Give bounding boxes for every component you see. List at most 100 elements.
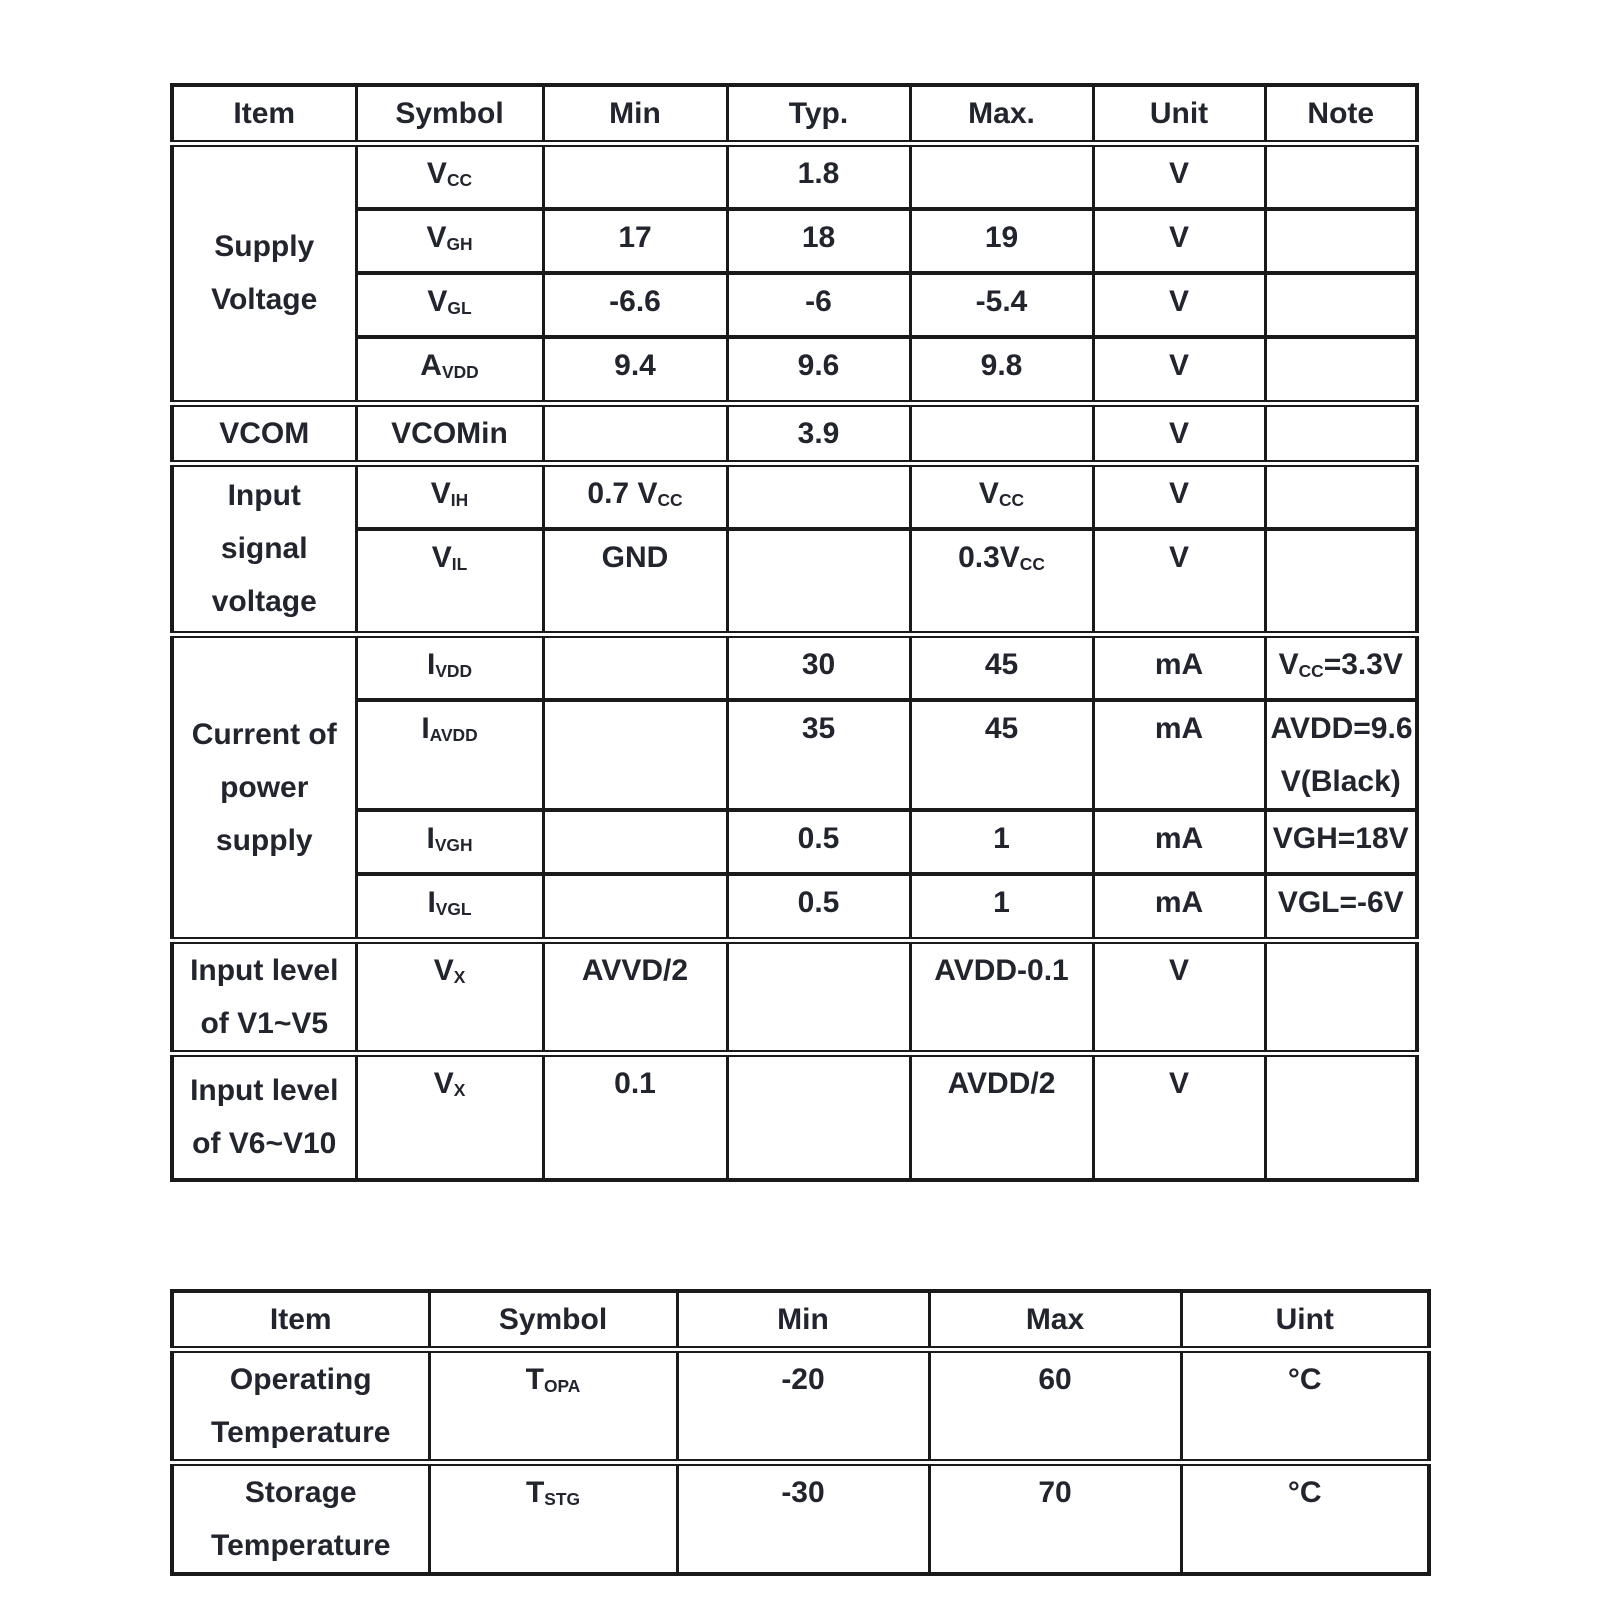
note-cell (1263, 140, 1419, 212)
note-cell (1263, 271, 1419, 340)
symbol-cell: TSTG (427, 1459, 679, 1576)
col-header-symbol: Symbol (427, 1289, 679, 1353)
unit-cell: V (1091, 207, 1267, 276)
min-cell: GND (541, 526, 729, 637)
spec-row-vil: VIL GND 0.3VCC V (172, 526, 1419, 637)
symbol-cell: IAVDD (354, 698, 545, 813)
max-cell: 45 (908, 631, 1095, 703)
min-cell (541, 872, 729, 942)
spec-row-vgl: VGL -6.6 -6 -5.4 V (172, 271, 1419, 340)
temp-row-operating: Operating Temperature TOPA -20 60 °C (170, 1346, 1431, 1465)
unit-cell: °C (1179, 1346, 1431, 1465)
note-cell (1263, 399, 1419, 465)
col-header-min: Min (675, 1289, 931, 1353)
max-cell: 70 (927, 1459, 1183, 1576)
item-cell-current-of-power-supply: Current of power supply (170, 631, 358, 943)
symbol-cell: VCOMin (354, 399, 545, 465)
unit-cell: V (1091, 526, 1267, 637)
spec-row-input-level-v6-v10: Input level of V6~V10 VX 0.1 AVDD/2 V (170, 1049, 1419, 1182)
typ-cell (725, 459, 912, 531)
unit-cell: V (1091, 335, 1267, 405)
symbol-cell: TOPA (427, 1346, 679, 1465)
unit-cell: V (1091, 459, 1267, 531)
note-cell: AVDD=9.6 V(Black) (1263, 698, 1419, 813)
typ-cell: 9.6 (725, 335, 912, 405)
unit-cell: V (1091, 140, 1267, 212)
unit-cell: °C (1179, 1459, 1431, 1576)
spec-row-ivgl: IVGL 0.5 1 mA VGL=-6V (172, 872, 1419, 942)
symbol-cell: IVGH (354, 808, 545, 877)
max-cell: 9.8 (908, 335, 1095, 405)
col-header-item: Item (170, 83, 358, 147)
max-cell: 1 (908, 808, 1095, 877)
spec-row-vih: Input signal voltage VIH 0.7 VCC VCC V (170, 459, 1419, 637)
symbol-cell: VCC (354, 140, 545, 212)
item-cell-supply-voltage: Supply Voltage (170, 140, 358, 405)
typ-cell: 18 (725, 207, 912, 276)
min-cell (541, 399, 729, 465)
min-cell (541, 698, 729, 813)
min-cell: 17 (541, 207, 729, 276)
min-cell: 9.4 (541, 335, 729, 405)
unit-cell: V (1091, 271, 1267, 340)
max-cell: VCC (908, 459, 1095, 531)
typ-cell: -6 (725, 271, 912, 340)
typ-cell: 1.8 (725, 140, 912, 212)
max-cell: -5.4 (908, 271, 1095, 340)
col-header-max: Max. (908, 83, 1095, 147)
temp-row-storage: Storage Temperature TSTG -30 70 °C (170, 1459, 1431, 1576)
max-cell: 19 (908, 207, 1095, 276)
spec-row-avdd: AVDD 9.4 9.6 9.8 V (172, 335, 1419, 405)
symbol-cell: VIL (354, 526, 545, 637)
col-header-note: Note (1263, 83, 1419, 147)
electrical-spec-table: Item Symbol Min Typ. Max. Unit Note Supp… (170, 83, 1419, 1182)
note-cell: VGH=18V (1263, 808, 1419, 877)
col-header-symbol: Symbol (354, 83, 545, 147)
typ-cell: 0.5 (725, 808, 912, 877)
unit-cell: mA (1091, 808, 1267, 877)
col-header-max: Max (927, 1289, 1183, 1353)
temp-header-row: Item Symbol Min Max Uint (170, 1289, 1431, 1353)
item-cell-operating-temperature: Operating Temperature (170, 1346, 431, 1465)
max-cell: AVDD/2 (908, 1049, 1095, 1182)
min-cell: AVVD/2 (541, 936, 729, 1055)
spec-row-ivdd: Current of power supply IVDD 30 45 mA VCC=… (170, 631, 1419, 943)
item-cell-input-signal-voltage: Input signal voltage (170, 459, 358, 637)
note-cell (1263, 936, 1419, 1055)
note-cell: VGL=-6V (1263, 872, 1419, 942)
item-cell-vcom: VCOM (170, 399, 358, 465)
col-header-unit: Unit (1091, 83, 1267, 147)
min-cell: -6.6 (541, 271, 729, 340)
symbol-cell: VX (354, 936, 545, 1055)
note-cell (1263, 526, 1419, 637)
spec-row-vcom: VCOM VCOMin 3.9 V (170, 399, 1419, 465)
symbol-cell: IVGL (354, 872, 545, 942)
item-cell-storage-temperature: Storage Temperature (170, 1459, 431, 1576)
min-cell: -30 (675, 1459, 931, 1576)
symbol-cell: VIH (354, 459, 545, 531)
symbol-cell: IVDD (354, 631, 545, 703)
unit-cell: mA (1091, 698, 1267, 813)
min-cell (541, 631, 729, 703)
unit-cell: V (1091, 399, 1267, 465)
symbol-cell: VGH (354, 207, 545, 276)
symbol-cell: AVDD (354, 335, 545, 405)
note-cell (1263, 335, 1419, 405)
spec-row-iavdd: IAVDD 35 45 mA AVDD=9.6 V(Black) (172, 698, 1419, 813)
item-cell-input-level-v1-v5: Input level of V1~V5 (170, 936, 358, 1055)
unit-cell: mA (1091, 872, 1267, 942)
col-header-typ: Typ. (725, 83, 912, 147)
max-cell: 45 (908, 698, 1095, 813)
spec-row-vgh: VGH 17 18 19 V (172, 207, 1419, 276)
typ-cell: 3.9 (725, 399, 912, 465)
temperature-table: Item Symbol Min Max Uint Operating Temper… (170, 1289, 1431, 1576)
min-cell: -20 (675, 1346, 931, 1465)
note-cell: VCC=3.3V (1263, 631, 1419, 703)
spec-row-input-level-v1-v5: Input level of V1~V5 VX AVVD/2 AVDD-0.1 V (170, 936, 1419, 1055)
spec-row-ivgh: IVGH 0.5 1 mA VGH=18V (172, 808, 1419, 877)
max-cell: 60 (927, 1346, 1183, 1465)
symbol-cell: VGL (354, 271, 545, 340)
max-cell: 0.3VCC (908, 526, 1095, 637)
spec-row-vcc: Supply Voltage VCC 1.8 V (170, 140, 1419, 405)
